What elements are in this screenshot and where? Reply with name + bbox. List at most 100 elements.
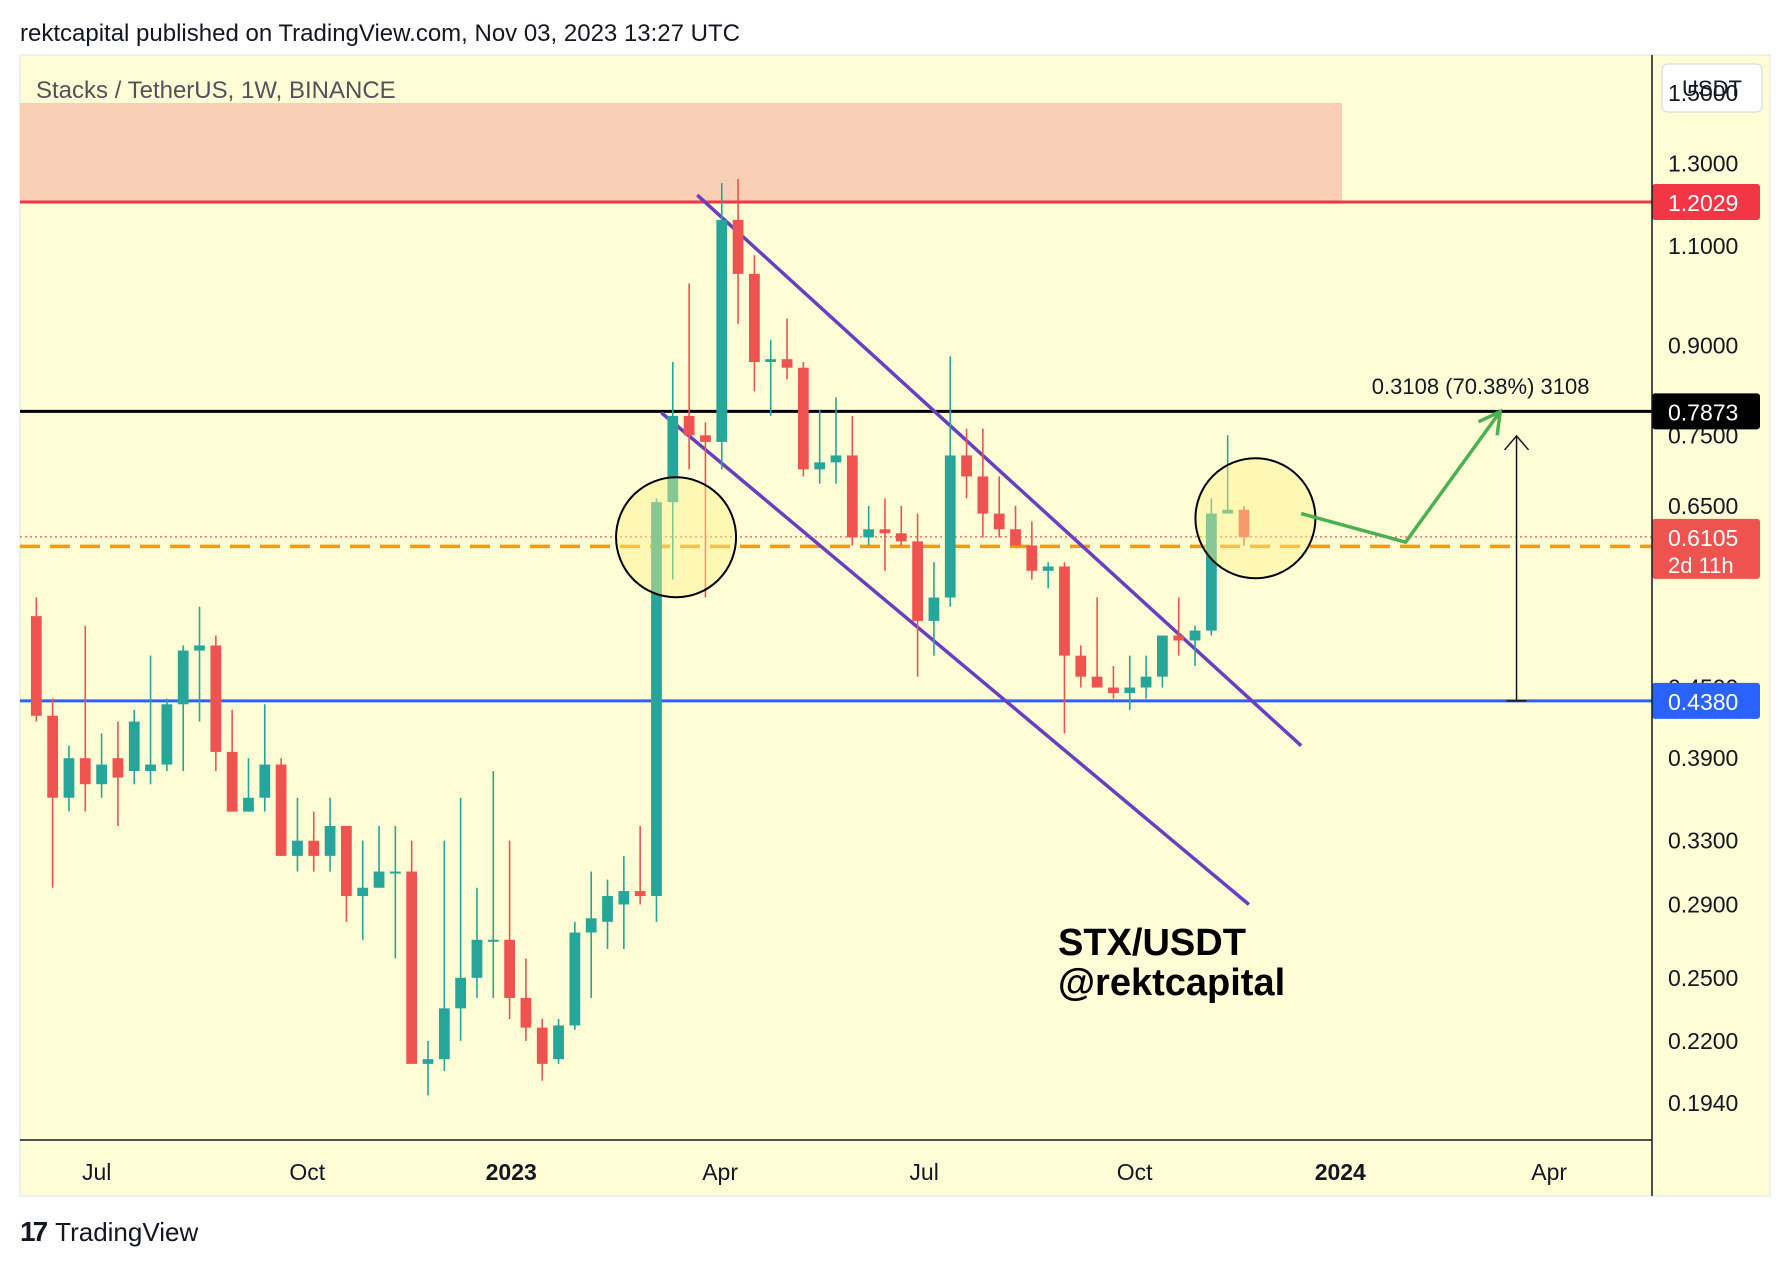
current-price-tag-bg <box>1652 518 1760 579</box>
candle-body <box>30 616 42 716</box>
x-tick-label: Jul <box>909 1159 938 1185</box>
publish-header: rektcapital published on TradingView.com… <box>20 20 740 47</box>
candle-body <box>1026 545 1038 571</box>
candle-body <box>553 1025 564 1060</box>
candle-body <box>438 1008 450 1060</box>
candle-body <box>292 840 303 856</box>
candle <box>161 698 173 772</box>
candle-body <box>993 513 1005 530</box>
candle-body <box>63 758 75 798</box>
candle <box>977 428 989 538</box>
candle <box>1108 666 1119 699</box>
candle <box>422 1040 434 1096</box>
candle <box>683 283 695 470</box>
candle <box>112 721 124 826</box>
candle-body <box>846 455 858 538</box>
candle-body <box>145 764 156 772</box>
candle <box>194 606 205 722</box>
candle <box>243 758 254 812</box>
projection-path <box>1300 410 1502 544</box>
candle <box>1026 521 1038 580</box>
candle-body <box>634 891 646 897</box>
candle <box>1010 505 1021 546</box>
x-tick-label: Oct <box>289 1159 325 1185</box>
candle-body <box>455 977 467 1009</box>
projection-arrowhead <box>1477 408 1503 436</box>
candle <box>1222 435 1234 514</box>
candle-body <box>226 751 238 812</box>
x-tick-label: Jul <box>82 1159 111 1185</box>
candle-body <box>814 462 826 470</box>
highlight-circle-0 <box>615 476 738 599</box>
candle <box>879 498 891 571</box>
projection-arrow <box>1300 408 1503 544</box>
highlight-circles <box>615 457 1317 599</box>
candle-body <box>749 273 760 362</box>
price-chart[interactable]: 0.3108 (70.38%) 3108 Stacks / TetherUS, … <box>0 0 1786 1210</box>
highlight-circle-1 <box>1194 457 1317 580</box>
candle-body <box>651 502 662 897</box>
y-tick-label: 0.1940 <box>1668 1090 1738 1116</box>
x-tick-label: 2023 <box>486 1159 537 1185</box>
candle-body <box>308 840 320 856</box>
candle-body <box>895 533 907 542</box>
candle <box>406 840 418 1064</box>
candle <box>487 771 499 998</box>
candle <box>1059 562 1070 734</box>
candle-body <box>1173 635 1185 641</box>
level-tag-1: 0.7873 <box>1668 399 1738 425</box>
candle <box>177 645 189 772</box>
y-tick-label: 1.5000 <box>1668 80 1738 106</box>
candle <box>700 422 711 598</box>
candle <box>961 428 972 499</box>
candle <box>128 709 140 785</box>
candle-body <box>128 721 140 772</box>
candle-body <box>830 455 842 463</box>
candle <box>145 655 156 785</box>
candle <box>602 879 613 950</box>
y-tick-label: 0.6500 <box>1668 493 1738 519</box>
level-tag-3: 0.4380 <box>1668 689 1738 715</box>
measure-label: 0.3108 (70.38%) 3108 <box>1372 374 1590 399</box>
candle <box>520 958 532 1041</box>
candle-body <box>96 764 107 785</box>
candle-body <box>977 476 989 514</box>
candle-body <box>732 219 744 274</box>
y-tick-label: 0.2900 <box>1668 891 1738 917</box>
watermark: STX/USDT@rektcapital <box>1058 922 1285 1004</box>
y-tick-label: 0.9000 <box>1668 332 1738 358</box>
candle <box>1189 625 1201 667</box>
price-axis[interactable]: USDT1.50001.30001.10000.90000.75000.6500… <box>1661 63 1763 1116</box>
candle-body <box>243 797 254 812</box>
candle-body <box>716 219 728 442</box>
candle-body <box>928 597 940 621</box>
candle <box>863 505 875 546</box>
candle <box>1042 562 1054 589</box>
candle <box>471 887 483 998</box>
level-tag-0-bg <box>1652 184 1760 221</box>
channel-line-1 <box>660 411 1251 906</box>
candlesticks[interactable] <box>30 179 1250 1096</box>
supply-zone <box>20 102 1342 203</box>
watermark-line-1: @rektcapital <box>1058 962 1285 1004</box>
candle <box>389 825 401 959</box>
measure-arrowhead <box>1503 434 1530 451</box>
candle <box>716 183 728 470</box>
candle <box>895 505 907 546</box>
candle <box>732 179 744 324</box>
candle <box>1075 645 1087 688</box>
candle-body <box>1189 630 1201 641</box>
candle-body <box>879 529 891 534</box>
candle-body <box>357 887 369 897</box>
candle-body <box>1205 513 1217 631</box>
time-axis[interactable]: Jul Oct 2023 Apr Jul Oct 2024 Apr <box>82 1159 1567 1185</box>
candle-body <box>1010 529 1021 546</box>
candle-body <box>487 939 499 942</box>
descending-channel <box>660 193 1303 906</box>
candle-body <box>618 891 630 905</box>
candle <box>814 409 826 484</box>
candle <box>79 625 91 812</box>
y-tick-label: 0.2200 <box>1668 1028 1738 1054</box>
candle <box>944 356 956 607</box>
candle <box>749 255 760 392</box>
